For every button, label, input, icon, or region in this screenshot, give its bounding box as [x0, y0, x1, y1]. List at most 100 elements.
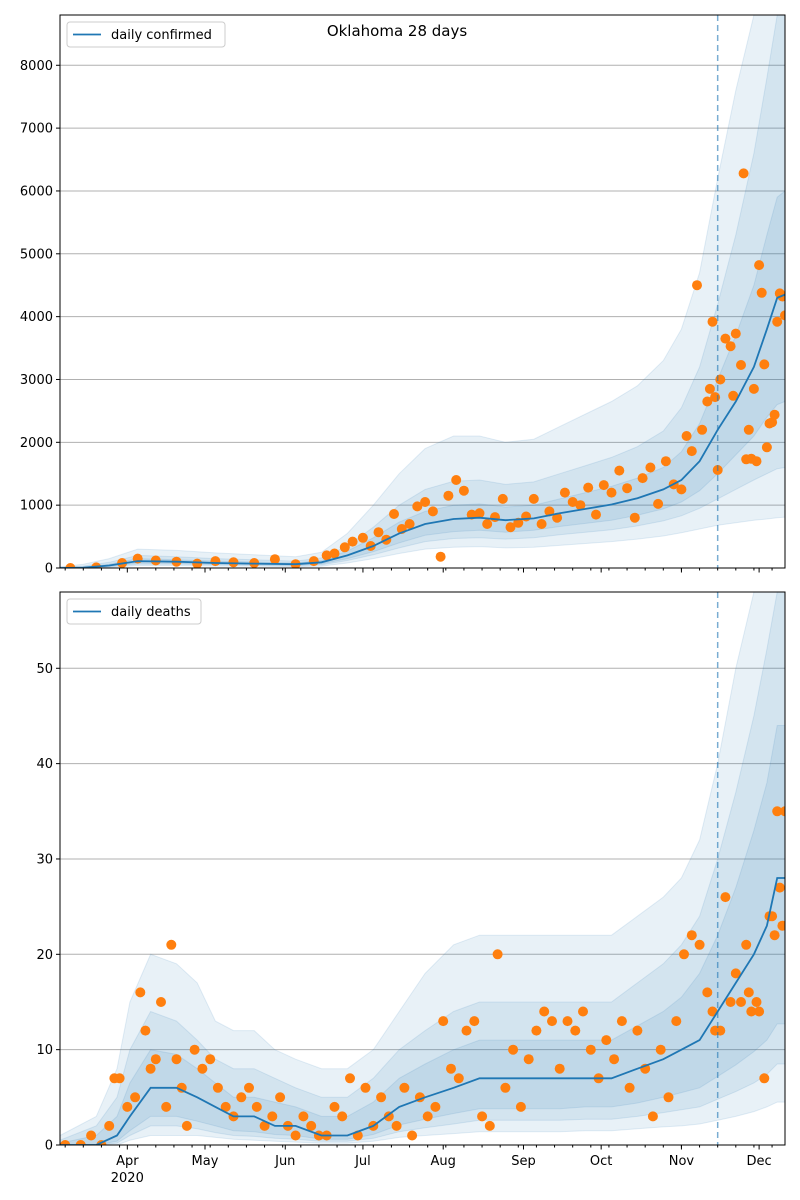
observed-point: [212, 1082, 223, 1093]
observed-point: [730, 968, 741, 979]
observed-point: [412, 501, 423, 512]
confidence-band-0: [60, 592, 785, 1145]
observed-point: [578, 1006, 588, 1017]
observed-point: [686, 446, 697, 457]
observed-point: [407, 1130, 418, 1141]
observed-point: [554, 1063, 565, 1074]
observed-point: [376, 1092, 387, 1103]
observed-point: [637, 473, 648, 484]
observed-point: [210, 556, 221, 567]
observed-point: [575, 500, 586, 511]
model-line: [60, 877, 785, 1145]
observed-point: [570, 1025, 581, 1036]
observed-point: [774, 882, 785, 893]
observed-point: [632, 1025, 643, 1036]
y-tick-label: 50: [36, 662, 53, 677]
x-tick-label: Nov: [669, 1154, 695, 1169]
observed-point: [772, 316, 783, 327]
observed-point: [769, 409, 780, 420]
observed-point: [769, 930, 780, 941]
observed-point: [624, 1082, 635, 1093]
observed-point: [275, 1092, 286, 1103]
observed-point: [583, 482, 594, 493]
y-tick-label: 7000: [20, 122, 53, 137]
observed-point: [720, 333, 731, 344]
x-tick-label: Apr: [116, 1154, 139, 1169]
observed-point: [694, 939, 705, 950]
observed-point: [435, 551, 446, 562]
observed-point: [60, 1140, 71, 1145]
observed-point: [244, 1082, 254, 1093]
observed-point: [663, 1092, 674, 1103]
observed-point: [515, 1101, 526, 1112]
y-tick-label: 10: [36, 1043, 53, 1058]
x-tick-label: Dec: [747, 1154, 772, 1169]
observed-point: [562, 1016, 573, 1027]
observed-point: [751, 456, 762, 467]
observed-point: [337, 1111, 348, 1122]
axes-frame: [59, 14, 786, 569]
observed-point: [660, 456, 671, 467]
observed-point: [251, 1101, 262, 1112]
y-tick-label: 8000: [20, 59, 53, 74]
x-tick-label: Aug: [431, 1154, 456, 1169]
observed-point: [446, 1063, 456, 1074]
observed-point: [104, 1120, 115, 1131]
observed-point: [484, 1120, 495, 1131]
observed-point: [606, 487, 617, 498]
observed-point: [780, 310, 785, 321]
legend: daily confirmed: [66, 21, 226, 48]
observed-point: [736, 360, 746, 370]
observed-point: [528, 493, 539, 504]
axes-frame: [59, 591, 786, 1146]
observed-point: [267, 1111, 278, 1122]
observed-point: [122, 1101, 133, 1112]
observed-point: [751, 997, 762, 1007]
observed-point: [725, 341, 736, 352]
observed-point: [629, 512, 640, 523]
observed-point: [357, 532, 368, 543]
observed-point: [298, 1111, 309, 1122]
observed-point: [205, 1054, 216, 1065]
observed-point: [130, 1092, 141, 1103]
observed-point: [743, 987, 754, 998]
observed-point: [585, 1044, 596, 1055]
observed-point: [438, 1016, 449, 1027]
observed-point: [710, 392, 721, 403]
plot-area: [60, 592, 785, 1145]
observed-point: [75, 1140, 86, 1145]
observed-point: [181, 1120, 192, 1131]
observed-point: [531, 1025, 542, 1036]
observed-point: [598, 480, 609, 491]
observed-point: [743, 424, 754, 435]
y-tick-label: 40: [36, 757, 53, 772]
observed-point: [329, 1101, 340, 1112]
observed-point: [166, 939, 177, 950]
confidence-band-0: [60, 15, 785, 568]
observed-point: [536, 519, 547, 529]
observed-point: [197, 1063, 208, 1074]
observed-point: [420, 497, 431, 507]
observed-point: [469, 1016, 480, 1027]
observed-point: [653, 498, 664, 509]
x-tick-label: May: [192, 1154, 219, 1169]
observed-point: [715, 1025, 726, 1036]
observed-point: [761, 442, 772, 453]
y-tick-label: 5000: [20, 247, 53, 262]
observed-point: [756, 287, 767, 298]
deaths-panel: 0 10 20 30 40 50 Apr 2020 May Jun Jul Aug Sep Oct Nov D…: [36, 591, 786, 1186]
observed-point: [150, 1054, 161, 1065]
observed-point: [422, 1111, 433, 1122]
observed-point: [389, 509, 399, 519]
observed-point: [453, 1073, 464, 1084]
observed-point: [707, 316, 718, 327]
observed-point: [692, 280, 702, 291]
observed-point: [383, 1111, 394, 1122]
figure-title: Oklahoma 28 days: [327, 22, 468, 40]
observed-point: [505, 522, 516, 533]
observed-point: [427, 506, 438, 517]
observed-point: [321, 550, 332, 561]
observed-point: [725, 997, 736, 1007]
observed-point: [707, 1006, 718, 1017]
